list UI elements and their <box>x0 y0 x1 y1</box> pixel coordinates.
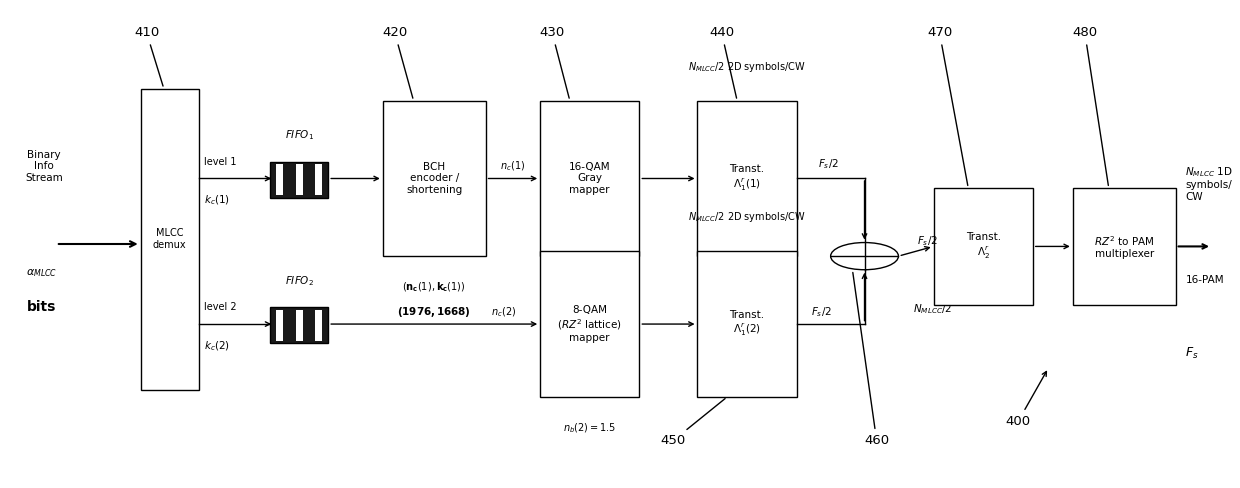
Text: $\alpha_{MLCC}$: $\alpha_{MLCC}$ <box>26 267 57 279</box>
Text: 400: 400 <box>1006 371 1047 427</box>
Text: bits: bits <box>26 300 56 314</box>
Text: 460: 460 <box>853 272 889 447</box>
Text: 430: 430 <box>539 26 569 98</box>
Text: 450: 450 <box>661 399 725 447</box>
Bar <box>697 101 797 256</box>
Text: level 1: level 1 <box>203 157 236 166</box>
Text: level 2: level 2 <box>203 302 236 312</box>
Text: Binary
Info
Stream: Binary Info Stream <box>25 150 63 183</box>
Text: 420: 420 <box>382 26 413 98</box>
Text: $N_{MLCC}/2$ 2D symbols/CW: $N_{MLCC}/2$ 2D symbols/CW <box>688 210 806 224</box>
Bar <box>541 251 640 397</box>
Text: $k_c(2)$: $k_c(2)$ <box>203 339 229 353</box>
Text: BCH
encoder /
shortening: BCH encoder / shortening <box>405 162 463 195</box>
Bar <box>697 251 797 397</box>
Bar <box>270 162 329 198</box>
Text: 16-PAM: 16-PAM <box>1185 275 1224 285</box>
Text: $FIFO_1$: $FIFO_1$ <box>285 128 314 142</box>
Text: $F_s$: $F_s$ <box>1185 346 1199 361</box>
Text: 480: 480 <box>1073 26 1109 185</box>
Text: 440: 440 <box>709 26 737 98</box>
Text: $(\mathbf{n_c}(1), \mathbf{k_c}(1))$: $(\mathbf{n_c}(1), \mathbf{k_c}(1))$ <box>402 281 466 294</box>
Text: $RZ^2$ to PAM
multiplexer: $RZ^2$ to PAM multiplexer <box>1094 234 1154 259</box>
Bar <box>296 309 303 341</box>
Text: MLCC
demux: MLCC demux <box>153 228 186 250</box>
Text: $N_{MLCC}$ 1D
symbols/
CW: $N_{MLCC}$ 1D symbols/ CW <box>1185 165 1233 202</box>
Bar <box>934 188 1033 305</box>
Text: $F_s/2$: $F_s/2$ <box>916 235 937 248</box>
Text: 470: 470 <box>928 26 967 185</box>
Bar <box>315 309 322 341</box>
Text: $N_{MLCC}/2$: $N_{MLCC}/2$ <box>913 303 952 316</box>
Bar <box>277 164 283 196</box>
Text: $k_c(1)$: $k_c(1)$ <box>203 194 229 207</box>
Bar <box>296 164 303 196</box>
Text: $n_c(1)$: $n_c(1)$ <box>500 160 526 173</box>
Bar <box>1073 188 1176 305</box>
Bar <box>315 164 322 196</box>
Bar <box>383 101 486 256</box>
Text: $n_b(2) = 1.5$: $n_b(2) = 1.5$ <box>563 422 616 435</box>
Text: $F_s/2$: $F_s/2$ <box>818 157 838 171</box>
Bar <box>541 101 640 256</box>
Text: Transt.
$\Lambda_2^{r}$: Transt. $\Lambda_2^{r}$ <box>966 232 1001 261</box>
Text: 16-QAM
Gray
mapper: 16-QAM Gray mapper <box>569 162 610 195</box>
Text: $F_s/2$: $F_s/2$ <box>811 305 831 319</box>
Text: Transt.
$\Lambda_1^{r}(2)$: Transt. $\Lambda_1^{r}(2)$ <box>729 310 765 338</box>
Text: $N_{MLCC}/2$ 2D symbols/CW: $N_{MLCC}/2$ 2D symbols/CW <box>688 60 806 74</box>
Text: 410: 410 <box>134 26 162 86</box>
Circle shape <box>831 243 899 270</box>
Text: 8-QAM
$(RZ^2$ lattice)
mapper: 8-QAM $(RZ^2$ lattice) mapper <box>557 305 622 344</box>
Bar <box>277 309 283 341</box>
Text: $n_b(1) = 2$: $n_b(1) = 2$ <box>568 281 611 294</box>
Text: $FIFO_2$: $FIFO_2$ <box>285 274 314 287</box>
Text: Transt.
$\Lambda_1^{r}(1)$: Transt. $\Lambda_1^{r}(1)$ <box>729 164 765 193</box>
Bar <box>270 307 329 344</box>
Text: $n_c(2)$: $n_c(2)$ <box>491 305 516 319</box>
Text: $\mathbf{(1976, 1668)}$: $\mathbf{(1976, 1668)}$ <box>397 305 471 319</box>
Bar <box>140 89 198 389</box>
